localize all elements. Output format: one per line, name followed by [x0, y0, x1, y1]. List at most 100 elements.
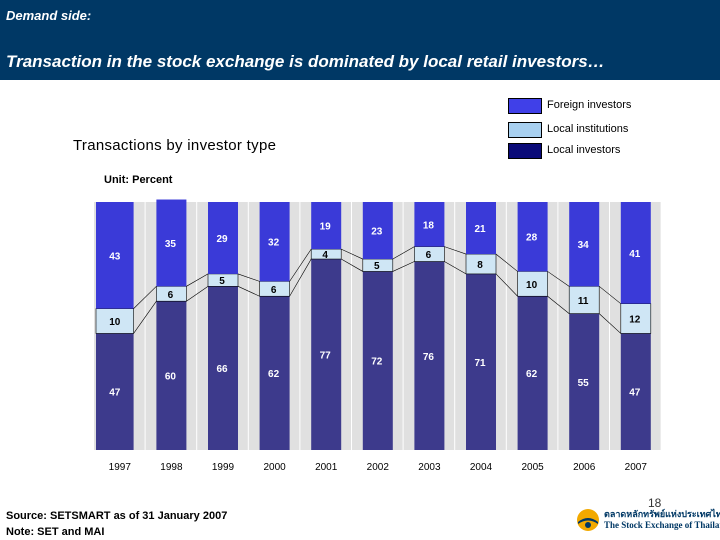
bar-segment-local-investors: [466, 273, 496, 450]
page-number: 18: [648, 496, 662, 510]
connector-line: [341, 248, 363, 260]
section-label: Demand side:: [6, 8, 92, 23]
data-label: 5: [374, 261, 380, 272]
data-label: 6: [168, 290, 174, 301]
connector-line: [133, 301, 157, 334]
data-label: 12: [629, 315, 641, 326]
bar-segment-local-investors: [414, 261, 445, 450]
data-label: 43: [109, 251, 121, 262]
data-label: 41: [629, 249, 641, 260]
bar-segment-local-institutions: [568, 286, 600, 314]
x-tick-label: 1997: [109, 462, 132, 473]
source-text: Source: SETSMART as of 31 January 2007: [6, 510, 228, 522]
connector-line: [133, 286, 157, 309]
connector-line: [547, 271, 570, 287]
data-label: 11: [578, 296, 589, 307]
bar-segment-local-institutions: [517, 271, 548, 297]
connector-line: [547, 296, 570, 314]
bar-segment-local-investors: [96, 333, 134, 450]
connector-line: [237, 286, 260, 297]
x-tick-label: 2004: [470, 462, 493, 473]
x-tick-label: 1998: [160, 462, 183, 473]
data-label: 35: [165, 239, 177, 250]
connector-line: [237, 273, 260, 282]
connector-line: [495, 273, 518, 297]
x-tick-label: 1999: [212, 462, 235, 473]
bar-segment-local-institutions: [207, 273, 239, 287]
legend-swatch-local: [508, 143, 542, 159]
data-label: 29: [216, 234, 228, 245]
data-label: 72: [371, 357, 383, 368]
data-label: 28: [526, 233, 538, 244]
data-label: 8: [477, 260, 483, 271]
unit-label: Unit: Percent: [104, 174, 173, 186]
connector-line: [341, 258, 363, 272]
bar-segment-local-investors: [156, 301, 187, 450]
logo-thai-text: ตลาดหลักทรัพย์แห่งประเทศไทย: [604, 509, 720, 519]
data-label: 55: [578, 378, 590, 389]
header-banner: Demand side: Transaction in the stock ex…: [0, 0, 720, 80]
note-text: Note: SET and MAI: [6, 526, 105, 538]
data-label: 66: [216, 364, 228, 375]
bar-segment-local-institutions: [620, 303, 652, 334]
connector-line: [392, 261, 415, 272]
legend-swatch-institutions: [508, 122, 542, 138]
connector-line: [186, 273, 209, 287]
bar-segment-local-investors: [311, 259, 342, 450]
x-tick-label: 2003: [418, 462, 441, 473]
data-label: 10: [526, 280, 538, 291]
legend-label-institutions: Local institutions: [547, 123, 629, 135]
connector-line: [186, 286, 209, 302]
data-label: 47: [629, 388, 641, 399]
data-label: 34: [578, 240, 590, 251]
x-tick-label: 2001: [315, 462, 338, 473]
data-label: 32: [268, 238, 280, 249]
legend-label-local: Local investors: [547, 144, 621, 156]
data-label: 4: [322, 250, 328, 261]
data-label: 62: [268, 369, 280, 380]
set-emblem-icon: [577, 509, 599, 531]
bar-segment-foreign-investors: [96, 202, 134, 309]
connector-line: [598, 313, 622, 334]
connector-line: [444, 246, 467, 255]
data-label: 23: [371, 227, 383, 238]
data-label: 60: [165, 372, 177, 383]
legend-label-foreign: Foreign investors: [547, 99, 632, 111]
x-tick-label: 2002: [367, 462, 390, 473]
data-label: 6: [426, 250, 432, 261]
x-tick-label: 2006: [573, 462, 596, 473]
data-label: 76: [423, 352, 435, 363]
data-label: 71: [474, 358, 486, 369]
data-label: 18: [423, 220, 435, 231]
bar-segment-local-investors: [208, 286, 238, 450]
chart-title: Transactions by investor type: [73, 137, 277, 154]
bar-segment-local-investors: [569, 313, 600, 450]
bar-segment-local-investors: [259, 296, 290, 450]
data-label: 47: [109, 388, 121, 399]
connector-line: [444, 261, 467, 275]
bar-segment-foreign-investors: [311, 202, 342, 250]
data-label: 10: [109, 317, 121, 328]
set-logo: ตลาดหลักทรัพย์แห่งประเทศไทย The Stock Ex…: [576, 505, 720, 535]
connector-line: [495, 253, 518, 272]
legend-swatch-foreign: [508, 98, 542, 114]
bar-segment-foreign-investors: [259, 202, 290, 282]
data-label: 6: [271, 285, 277, 296]
bar-segment-foreign-investors: [362, 202, 393, 260]
logo-english-text: The Stock Exchange of Thailand: [604, 520, 720, 530]
connector-line: [392, 246, 415, 260]
data-label: 62: [526, 369, 538, 380]
connector-line: [289, 258, 312, 297]
x-tick-label: 2007: [625, 462, 648, 473]
data-label: 19: [320, 222, 332, 233]
connector-line: [599, 286, 621, 304]
data-label: 21: [474, 224, 486, 235]
slide-headline: Transaction in the stock exchange is dom…: [6, 52, 605, 71]
bar-segment-foreign-investors: [156, 199, 187, 287]
data-label: 77: [320, 351, 332, 362]
bar-segment-foreign-investors: [569, 202, 600, 287]
bar-segment-foreign-investors: [466, 202, 496, 255]
bar-segment-foreign-investors: [517, 202, 548, 272]
bar-segment-foreign-investors: [620, 202, 651, 304]
